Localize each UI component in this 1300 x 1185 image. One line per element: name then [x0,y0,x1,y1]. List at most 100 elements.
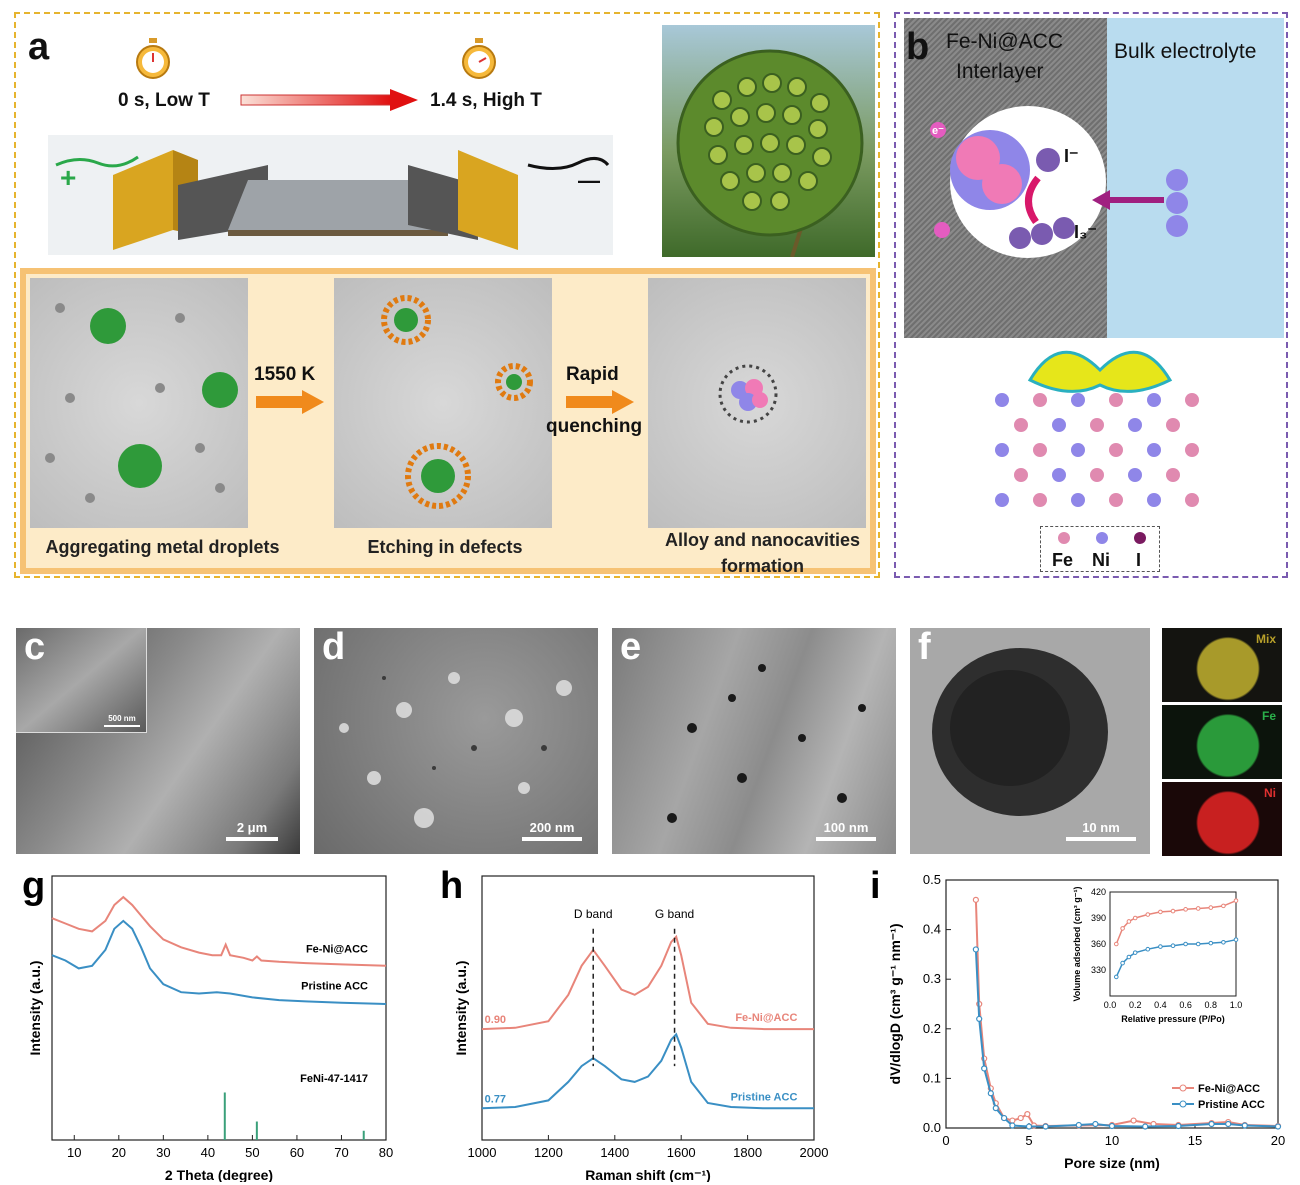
panel-a-label: a [28,26,50,68]
panel-b [894,12,1288,578]
x-tick-label: 20 [112,1145,126,1160]
y-axis-label: dV/dlogD (cm³ g⁻¹ nm⁻¹) [887,924,903,1085]
stopwatch-icon [136,38,170,79]
iodide-label: I⁻ [1064,146,1079,166]
lattice-atom [1166,418,1180,432]
stopwatch-icon [462,38,496,79]
data-point [1075,1121,1082,1129]
data-point [1009,1122,1016,1129]
inset-x-tick-label: 0.2 [1129,1000,1142,1010]
heating-device [48,135,613,255]
scale-label-e: 100 nm [823,820,869,835]
step2-label-line1: Rapid [566,364,619,385]
x-tick-label: 30 [156,1145,170,1160]
legend-dots [1058,532,1146,544]
x-tick-label: 20 [1271,1133,1285,1148]
series-label: Pristine ACC [301,981,368,993]
tem-image-e: 100 nm [612,628,896,854]
data-point [972,896,979,903]
lattice-atom [1147,393,1161,407]
x-tick-label: 80 [379,1145,393,1160]
series-line-pristine-acc [51,919,387,1005]
lattice-atom [1128,418,1142,432]
series-label: FeNi-47-1417 [300,1073,368,1085]
inset-data-point [1195,941,1201,947]
lattice-atom [1166,468,1180,482]
x-tick-label: 2000 [800,1145,829,1160]
network-image-3 [648,278,866,528]
eds-map-fe: Fe [1162,705,1282,779]
inset-x-tick-label: 0.0 [1104,1000,1117,1010]
lattice-atom [1014,418,1028,432]
x-tick-label: 1000 [468,1145,497,1160]
lattice-atom [1090,468,1104,482]
triiodide-label: I₃⁻ [1074,222,1097,242]
band-label: G band [655,907,694,921]
panel-e-label: e [620,626,642,668]
lattice-atom [1147,443,1161,457]
inset-x-tick-label: 1.0 [1230,1000,1243,1010]
lattice-atom [1090,418,1104,432]
lattice-atom [995,443,1009,457]
data-point [972,946,979,953]
chart-h: 1000 1200 1400 1600 1800 2000 Raman shift (cm⁻… [440,865,829,1182]
legend-label: Pristine ACC [1198,1099,1265,1111]
step2-label-line2: quenching [546,416,643,437]
inset-y-tick-label: 360 [1091,939,1106,949]
y-tick-label: 0.1 [923,1070,941,1085]
lotus-pod-photo [662,25,875,257]
series-label: Fe-Ni@ACC [306,944,368,956]
x-tick-label: 1400 [600,1145,629,1160]
inset-data-point [1132,950,1138,955]
y-tick-label: 0.5 [923,872,941,887]
panel-a [14,12,880,578]
bulk-region [1107,18,1284,338]
inset-data-point [1233,937,1239,942]
series-line-fe-ni-acc [481,934,814,1031]
legend-ni: Ni [1092,550,1110,570]
inset-data-point [1113,974,1119,980]
legend-i: I [1136,550,1142,570]
lattice-atom [1185,493,1199,507]
lattice-atom [1185,443,1199,457]
inset-data-point [1170,908,1176,914]
inset-data-point [1183,907,1188,912]
inset-data-point [1113,941,1119,947]
lattice-atom [1109,493,1123,507]
lattice-atom [1033,443,1047,457]
panel-c-label: c [24,626,46,668]
data-point [992,1105,999,1112]
data-point [1024,1111,1031,1118]
x-tick-label: 0 [942,1133,949,1148]
x-axis-label: 2 Theta (degree) [165,1167,273,1182]
data-point [1017,1114,1024,1122]
inset-x-axis-label: Relative pressure (P/Po) [1121,1014,1225,1024]
plot-frame [481,875,815,1141]
inset-y-tick-label: 420 [1091,887,1106,897]
legend-label: Fe-Ni@ACC [1198,1083,1260,1095]
inset-data-point [1233,898,1239,903]
inset-data-point [1132,915,1138,921]
inset-data-point [1145,912,1151,917]
inset-scale-label: 500 nm [108,714,136,723]
inset-data-point [1145,946,1151,952]
caption-alloy-line1: Alloy and nanocavities [664,530,861,550]
network-image-1 [30,278,248,528]
x-tick-label: 60 [290,1145,304,1160]
caption-etching: Etching in defects [367,537,523,557]
lattice-atom [1109,393,1123,407]
x-tick-label: 70 [334,1145,348,1160]
data-point [1025,1123,1033,1130]
y-tick-label: 0.0 [923,1120,941,1135]
x-tick-label: 5 [1025,1133,1032,1148]
time-gradient-arrow [240,89,418,111]
y-tick-label: 0.3 [923,971,941,986]
scale-label-f: 10 nm [1082,820,1120,835]
step1-label: 1550 K [254,364,316,385]
inset-data-point [1126,919,1132,924]
x-tick-label: 50 [245,1145,259,1160]
chart-panel-label: i [870,865,881,907]
panel-f-label: f [918,626,931,668]
inset-y-axis-label: Volume adsorbed (cm³ g⁻¹) [1072,886,1082,1001]
time-start-label: 0 s, Low T [118,90,210,111]
